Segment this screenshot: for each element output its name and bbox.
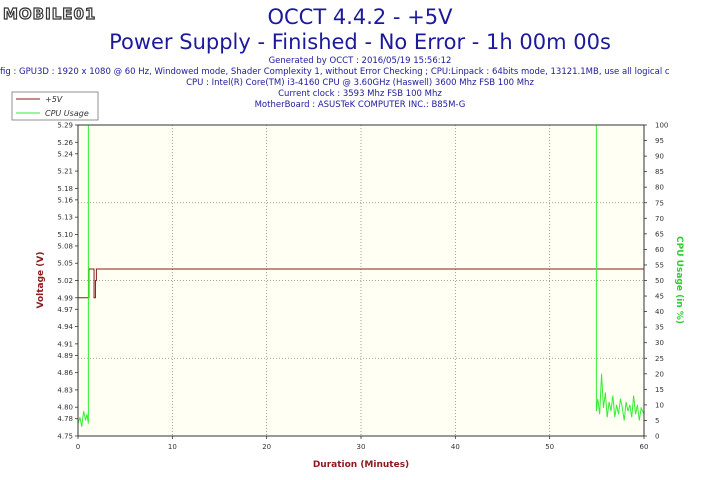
clock-info: Current clock : 3593 Mhz FSB 100 Mhz	[278, 89, 442, 99]
y2-tick-label: 50	[655, 277, 664, 285]
y-tick-label: 5.29	[57, 122, 73, 130]
y2-tick-label: 0	[655, 433, 659, 441]
y-tick-label: 4.94	[57, 323, 73, 331]
series-layer	[77, 124, 645, 427]
y2-tick-label: 45	[655, 293, 664, 301]
y2-tick-label: 95	[655, 137, 664, 145]
y2-tick-label: 25	[655, 355, 664, 363]
y2-tick-label: 40	[655, 308, 664, 316]
generated-info: Generated by OCCT : 2016/05/19 15:56:12	[268, 56, 452, 66]
x-tick-label: 10	[168, 443, 177, 451]
y-tick-label: 5.02	[57, 277, 73, 285]
y2-tick-label: 55	[655, 261, 664, 269]
chart-title: OCCT 4.4.2 - +5V	[267, 5, 453, 29]
y2-tick-label: 85	[655, 168, 664, 176]
y2-tick-label: 90	[655, 153, 664, 161]
y2-tick-label: 15	[655, 386, 664, 394]
y-tick-label: 4.86	[57, 369, 73, 377]
y2-tick-label: 20	[655, 370, 664, 378]
y2-tick-label: 80	[655, 184, 664, 192]
y2-tick-label: 30	[655, 339, 664, 347]
y2-tick-label: 65	[655, 230, 664, 238]
y2-tick-label: 10	[655, 401, 664, 409]
x-tick-label: 20	[262, 443, 271, 451]
y2-tick-label: 75	[655, 199, 664, 207]
y-tick-label: 5.18	[57, 185, 73, 193]
x-tick-label: 0	[76, 443, 80, 451]
y-axis-label: Voltage (V)	[36, 252, 46, 309]
x-tick-label: 50	[545, 443, 554, 451]
y-tick-label: 5.26	[57, 139, 73, 147]
y2-tick-label: 5	[655, 417, 659, 425]
y-tick-label: 5.13	[57, 214, 73, 222]
y-tick-label: 4.91	[57, 340, 73, 348]
logo-text: MOBILE01	[3, 5, 96, 23]
motherboard-info: MotherBoard : ASUSTeK COMPUTER INC.: B85…	[254, 100, 466, 110]
y-tick-label: 5.10	[57, 231, 73, 239]
x-axis-ticks: 0 10 20 30 40 50 60	[76, 436, 649, 451]
y2-axis-label: CPU Usage (in %)	[674, 236, 684, 324]
y-tick-label: 4.99	[57, 294, 73, 302]
y-tick-label: 5.16	[57, 196, 73, 204]
y2-tick-label: 60	[655, 246, 664, 254]
legend: +5V CPU Usage	[11, 91, 99, 121]
y2-tick-label: 100	[655, 122, 668, 130]
cpu-info: CPU : Intel(R) Core(TM) i3-4160 CPU @ 3.…	[186, 78, 534, 88]
y-tick-label: 4.83	[57, 386, 73, 394]
grid-lines	[78, 125, 644, 436]
config-info: fig : GPU3D : 1920 x 1080 @ 60 Hz, Windo…	[0, 67, 670, 77]
series-line-cpu-usage	[77, 124, 645, 427]
y-tick-label: 4.75	[57, 433, 73, 441]
y-tick-label: 5.05	[57, 260, 73, 268]
x-tick-label: 60	[640, 443, 649, 451]
x-tick-label: 30	[357, 443, 366, 451]
legend-box	[11, 91, 99, 121]
y-tick-label: 5.08	[57, 242, 73, 250]
y-tick-label: 4.78	[57, 415, 73, 423]
y2-axis-ticks: 0 5 10 15 20 25 30 35 40 45 50 55 60 65 70 75 80 85 90 95 10…	[644, 122, 668, 441]
mobile01-logo: MOBILE01	[2, 4, 96, 23]
chart-subtitle: Power Supply - Finished - No Error - 1h …	[109, 30, 611, 54]
legend-label-voltage: +5V	[45, 95, 63, 104]
y2-tick-label: 35	[655, 324, 664, 332]
y-axis-ticks: 4.75 4.78 4.80 4.83 4.86 4.89 4.91 4.94 4.97 4.99…	[57, 122, 78, 441]
x-axis-label: Duration (Minutes)	[313, 460, 409, 470]
y-tick-label: 4.80	[57, 404, 73, 412]
y-tick-label: 4.89	[57, 352, 73, 360]
y2-tick-label: 70	[655, 215, 664, 223]
y-tick-label: 5.24	[57, 150, 73, 158]
x-tick-label: 40	[451, 443, 460, 451]
y-tick-label: 4.97	[57, 306, 73, 314]
y-tick-label: 5.21	[57, 168, 73, 176]
legend-label-cpu-usage: CPU Usage	[45, 109, 89, 118]
